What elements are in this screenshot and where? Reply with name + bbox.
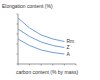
x-tick — [64, 64, 65, 66]
y-label: Elongation content (%) — [2, 3, 53, 9]
series-label: Z — [66, 44, 69, 50]
series-line — [18, 18, 64, 42]
series-line — [18, 29, 64, 48]
y-tick — [17, 64, 19, 65]
x-tick — [76, 64, 77, 66]
y-tick — [17, 34, 19, 35]
y-tick — [17, 14, 19, 15]
x-label: carbon content (% by mass) — [16, 69, 79, 75]
y-tick — [17, 44, 19, 45]
series-line — [18, 39, 64, 54]
x-tick — [52, 64, 53, 66]
y-tick — [17, 54, 19, 55]
series-label: A — [66, 51, 70, 57]
plot-lines — [18, 18, 64, 54]
x-tick — [18, 64, 19, 66]
x-tick — [41, 64, 42, 66]
x-tick — [29, 64, 30, 66]
x-axis — [18, 64, 76, 65]
y-tick — [17, 24, 19, 25]
chart: RmZAElongation content (%)carbon content… — [0, 0, 100, 80]
